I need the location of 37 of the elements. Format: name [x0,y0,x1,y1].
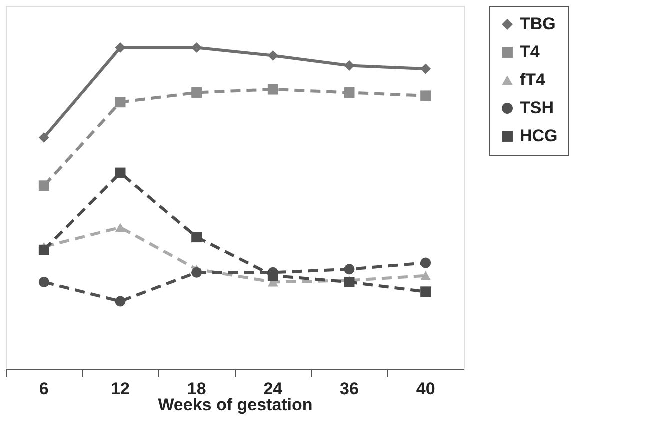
x-tick-label: 12 [111,380,130,398]
x-tick-label: 18 [187,380,206,398]
point [38,180,50,192]
point [192,42,202,54]
point [115,296,126,307]
x-tick-label: 6 [39,380,49,398]
point [115,97,126,108]
point [420,64,432,74]
point [115,168,126,178]
point [344,87,355,98]
point [38,244,50,256]
point [38,277,50,288]
legend-label: TBG [520,14,556,34]
legend-label: HCG [520,126,558,146]
legend-label: T4 [520,42,540,62]
point [192,232,202,243]
x-axis-title: Weeks of gestation [158,396,313,414]
point [420,90,432,102]
point [115,223,126,232]
legend-label: TSH [520,98,554,118]
point [344,277,355,288]
x-tick-label: 36 [340,380,359,398]
point [420,258,432,268]
point [115,42,126,54]
point [344,264,355,275]
legend-label: fT4 [520,70,546,90]
point [420,271,432,280]
point [268,270,278,282]
x-tick-label: 24 [264,380,284,398]
point [420,286,432,298]
point [192,87,202,98]
point [38,132,50,143]
point [268,84,278,95]
point [192,267,202,278]
point [344,60,355,71]
point [268,50,278,62]
x-tick-label: 40 [416,380,436,398]
